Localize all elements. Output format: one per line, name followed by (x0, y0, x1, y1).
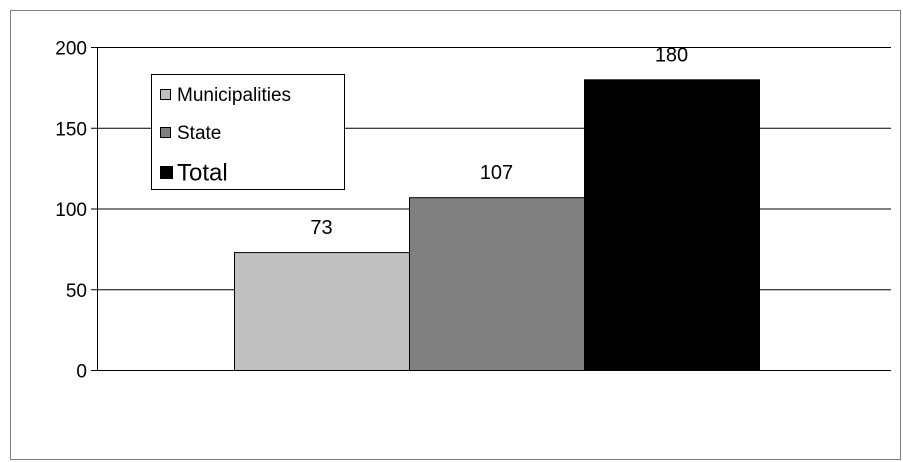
y-tick-label: 150 (55, 119, 87, 140)
bar-total (584, 79, 760, 372)
y-tick-label: 50 (66, 281, 87, 302)
y-tick-label: 200 (55, 39, 87, 60)
y-axis: 0 50 100 150 200 (55, 39, 98, 383)
bar-municipalities (234, 252, 410, 371)
bars (234, 79, 760, 372)
y-tick-label: 100 (55, 200, 87, 221)
legend-swatch-state (160, 127, 171, 138)
legend-swatch-total (160, 166, 173, 179)
legend-label-state: State (177, 123, 221, 144)
legend-label-municipalities: Municipalities (177, 85, 291, 106)
legend-swatch-municipalities (160, 89, 171, 100)
bar-state (409, 197, 585, 371)
data-labels: 73 107 180 (310, 44, 688, 239)
legend: Municipalities State Total (151, 74, 345, 190)
data-label-total: 180 (655, 44, 688, 66)
y-tick-label: 0 (76, 362, 87, 383)
data-label-municipalities: 73 (310, 217, 332, 239)
data-label-state: 107 (480, 162, 513, 184)
legend-label-total: Total (177, 160, 228, 187)
legend-box (151, 74, 345, 190)
